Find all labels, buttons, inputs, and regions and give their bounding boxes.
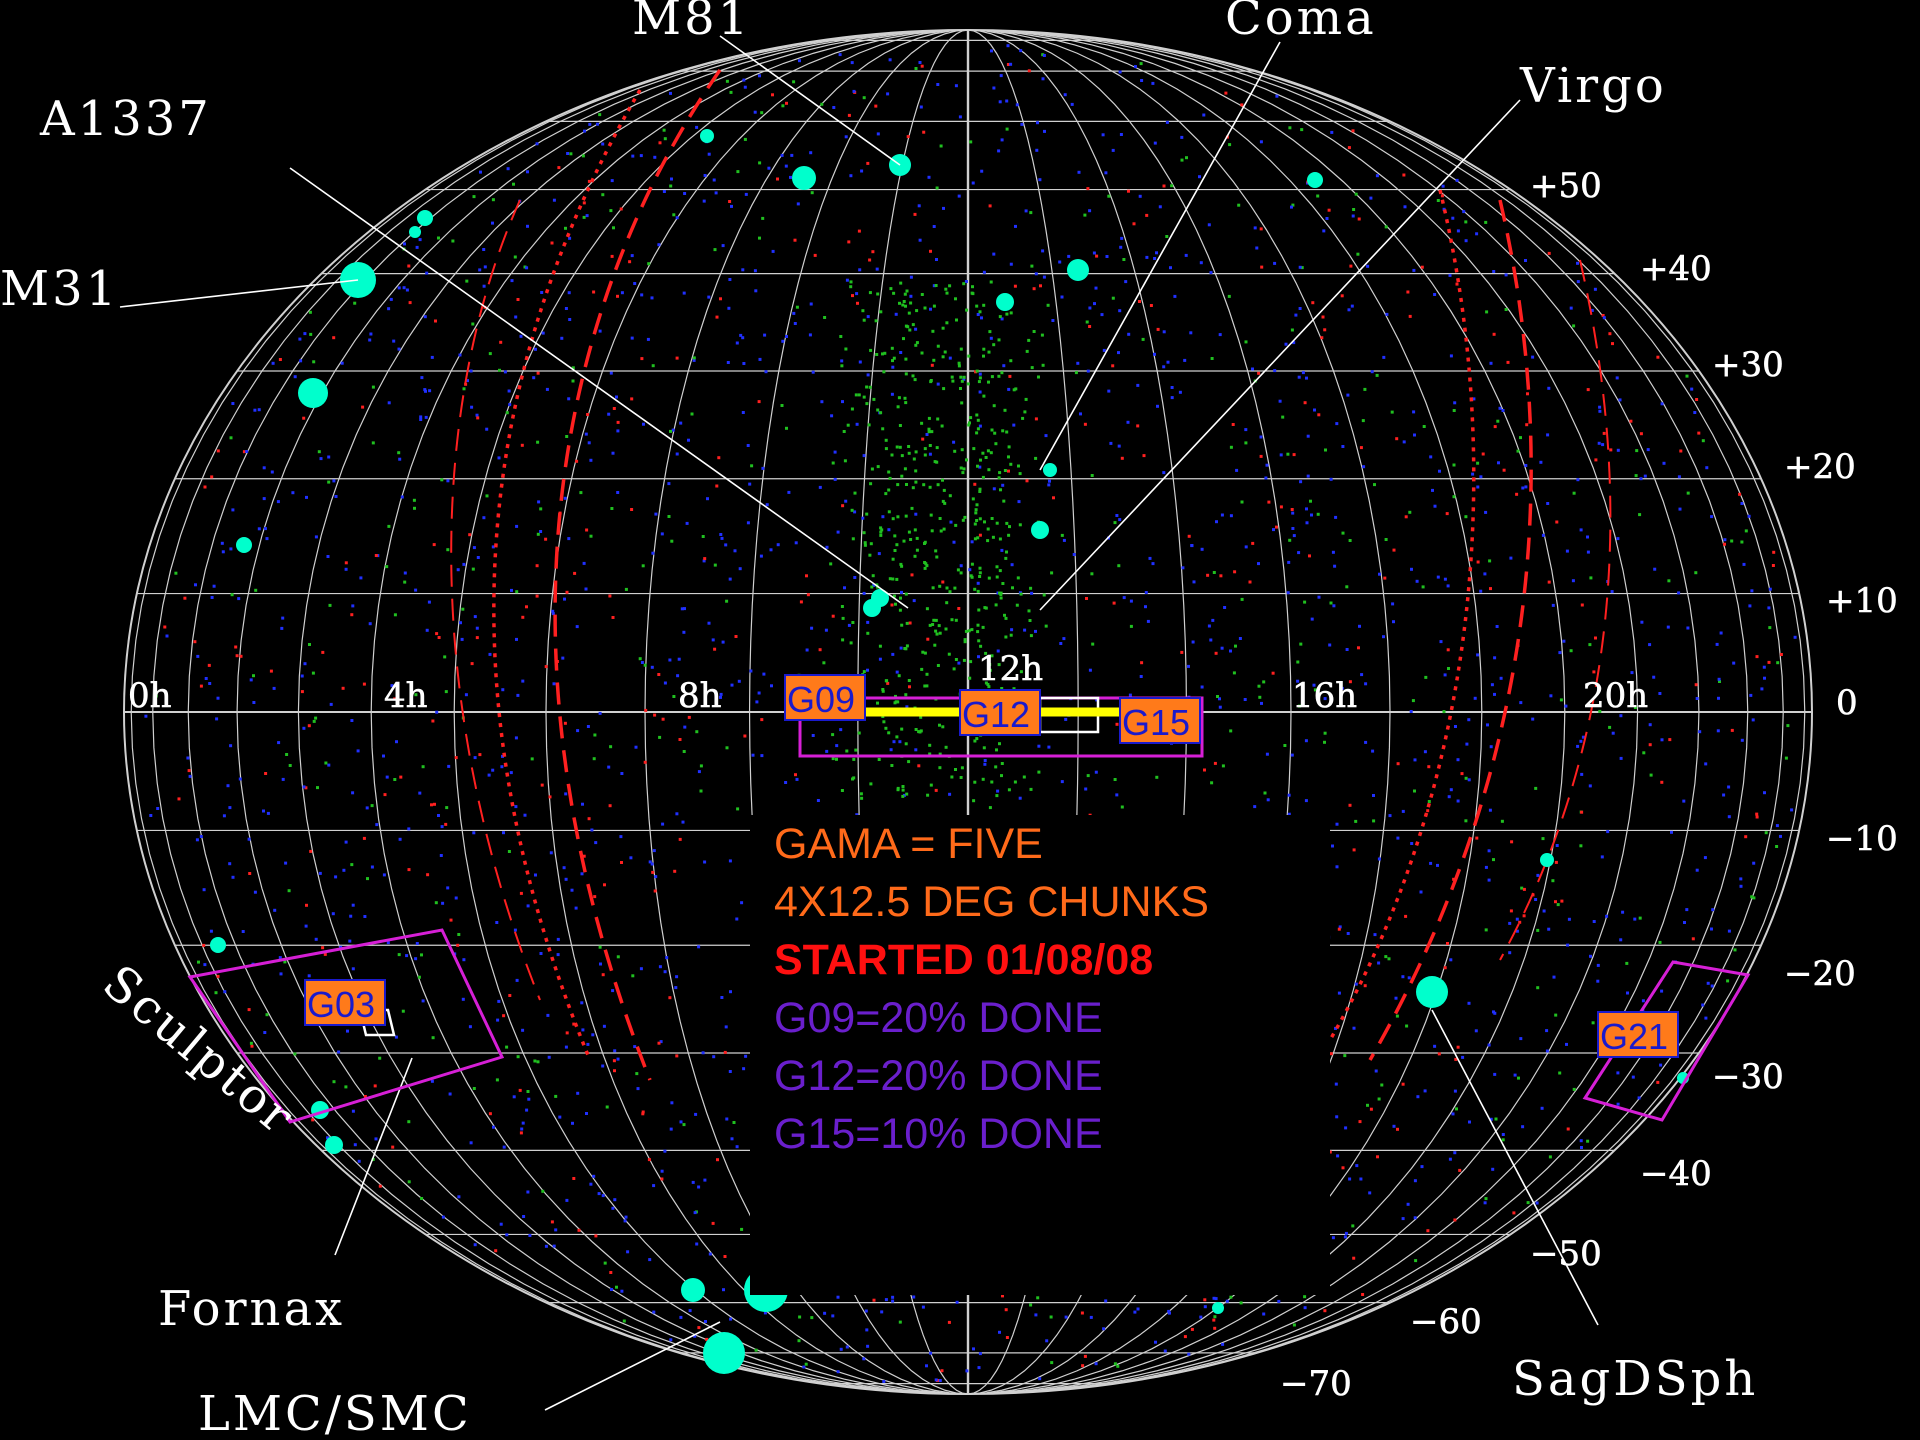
- status-line-g09: G09=20% DONE: [774, 994, 1103, 1042]
- cluster-marker: [681, 1278, 705, 1302]
- galactic-plane-curve: [450, 199, 541, 1001]
- pointer-line: [289, 167, 909, 609]
- ra-label-20h: 20h: [1583, 676, 1648, 716]
- label-m31: M31: [0, 261, 119, 317]
- cluster-marker: [236, 537, 252, 553]
- cluster-marker: [700, 129, 714, 143]
- galactic-plane-curve: [492, 89, 642, 1061]
- dec-label-minus30: −30: [1712, 1057, 1784, 1097]
- dec-label-plus50: +50: [1530, 166, 1602, 206]
- status-panel: GAMA = FIVE 4X12.5 DEG CHUNKS STARTED 01…: [750, 815, 1330, 1295]
- cluster-marker: [1067, 259, 1089, 281]
- cluster-marker: [210, 937, 226, 953]
- pointer-line: [334, 1057, 413, 1256]
- dec-label-plus20: +20: [1784, 447, 1856, 487]
- field-label-g21: G21: [1600, 1016, 1668, 1057]
- status-line-g15: G15=10% DONE: [774, 1110, 1103, 1158]
- status-line-chunks: 4X12.5 DEG CHUNKS: [774, 878, 1209, 926]
- dec-label-minus40: −40: [1640, 1154, 1712, 1194]
- pointer-line: [544, 1321, 721, 1411]
- pointer-line: [1039, 41, 1281, 471]
- ra-label-0h: 0h: [128, 676, 172, 716]
- cluster-marker: [1416, 976, 1448, 1008]
- dec-label-minus60: −60: [1410, 1302, 1482, 1342]
- cluster-marker: [1212, 1302, 1224, 1314]
- status-line-g12: G12=20% DONE: [774, 1052, 1103, 1100]
- pointer-line: [1431, 1009, 1599, 1326]
- dec-label-plus10: +10: [1826, 581, 1898, 621]
- cluster-marker: [792, 166, 816, 190]
- ra-label-16h: 16h: [1292, 676, 1357, 716]
- cluster-marker: [871, 589, 889, 607]
- label-a1337: A1337: [39, 91, 212, 147]
- label-fornax: Fornax: [158, 1281, 345, 1337]
- field-tag-g15: G15: [1119, 697, 1201, 744]
- galactic-plane-curve: [1328, 189, 1476, 1041]
- galactic-plane-curve: [553, 69, 722, 1081]
- cluster-marker: [996, 293, 1014, 311]
- cluster-marker: [1540, 853, 1554, 867]
- ra-label-12h: 12h: [978, 649, 1043, 689]
- cluster-marker: [409, 226, 421, 238]
- field-tag-g09: G09: [784, 674, 866, 721]
- field-tag-g03: G03: [304, 979, 386, 1026]
- dec-label-plus30: +30: [1712, 345, 1784, 385]
- dec-label-minus20: −20: [1784, 954, 1856, 994]
- dec-label-minus10: −10: [1826, 819, 1898, 859]
- status-line-started: STARTED 01/08/08: [774, 936, 1154, 984]
- field-tag-g12: G12: [959, 689, 1041, 736]
- cluster-marker: [1031, 521, 1049, 539]
- label-virgo: Virgo: [1519, 58, 1667, 114]
- field-label-g03: G03: [307, 984, 375, 1025]
- dec-label-plus40: +40: [1640, 249, 1712, 289]
- field-label-g15: G15: [1122, 702, 1190, 743]
- galactic-plane-lines: [450, 69, 1612, 1081]
- status-line-gama: GAMA = FIVE: [774, 820, 1043, 868]
- label-m81: M81: [632, 0, 751, 46]
- field-label-g12: G12: [962, 694, 1030, 735]
- cluster-marker: [417, 210, 433, 226]
- label-coma: Coma: [1225, 0, 1377, 46]
- dec-label-minus50: −50: [1530, 1234, 1602, 1274]
- label-pointer-lines: [119, 35, 1599, 1411]
- label-sagdsph: SagDSph: [1512, 1351, 1758, 1407]
- dec-label-minus70: −70: [1280, 1364, 1352, 1404]
- pointer-line: [119, 279, 359, 308]
- field-label-g09: G09: [787, 679, 855, 720]
- cluster-marker: [1307, 172, 1323, 188]
- label-sculptor: Sculptor: [92, 954, 306, 1146]
- label-lmc-smc: LMC/SMC: [198, 1386, 472, 1440]
- cluster-marker: [1043, 463, 1057, 477]
- ra-label-8h: 8h: [678, 676, 722, 716]
- cluster-marker: [703, 1332, 745, 1374]
- cluster-marker: [298, 378, 328, 408]
- field-tag-g21: G21: [1597, 1011, 1679, 1058]
- field-outline-g03: [187, 928, 505, 1124]
- pointer-line: [719, 35, 901, 166]
- cluster-marker: [325, 1136, 343, 1154]
- galactic-plane-curve: [1499, 259, 1612, 961]
- pointer-line: [1039, 99, 1521, 611]
- galactic-plane-curve: [1368, 199, 1533, 1061]
- dec-label-0: 0: [1836, 683, 1858, 723]
- ra-label-4h: 4h: [384, 676, 428, 716]
